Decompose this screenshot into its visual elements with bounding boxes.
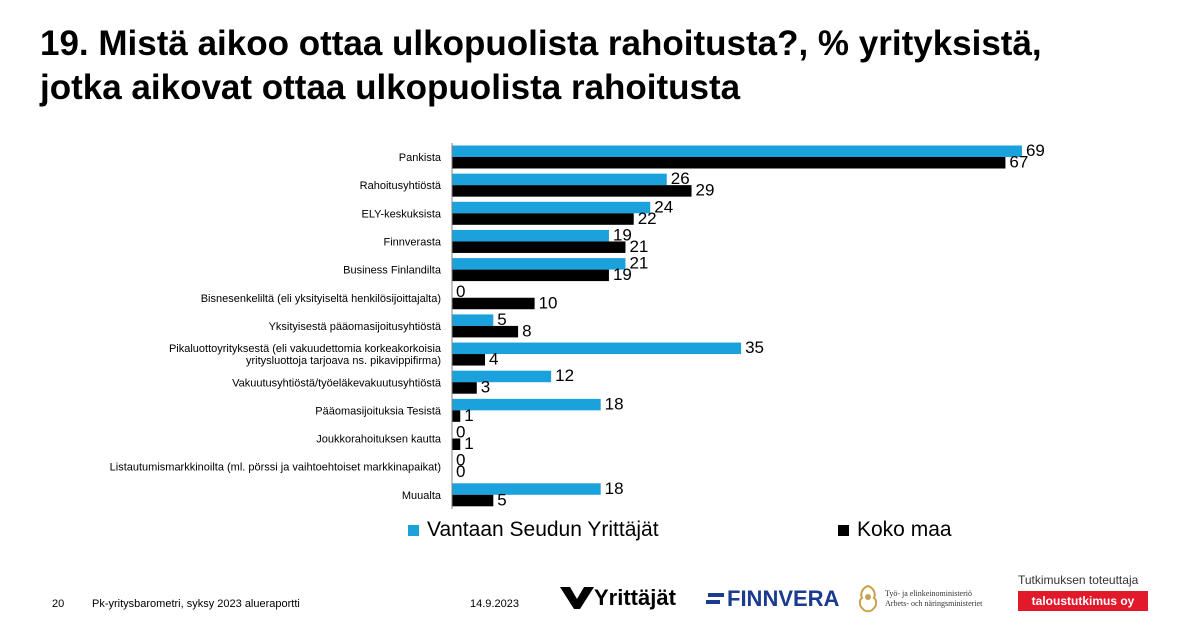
category-label: Rahoitusyhtiöstä — [360, 180, 442, 192]
category-label: Listautumismarkkinoilta (ml. pörssi ja v… — [110, 462, 441, 474]
data-label-series-2: 10 — [539, 293, 558, 312]
title-line-2: jotka aikovat ottaa ulkopuolista rahoitu… — [40, 68, 741, 107]
legend-item-series-2: Koko maa — [838, 518, 952, 542]
category-label: Pankista — [399, 152, 442, 164]
legend-label-series-1: Vantaan Seudun Yrittäjät — [427, 518, 659, 541]
category-label: Business Finlandilta — [343, 265, 442, 277]
data-label-series-1: 24 — [654, 197, 673, 216]
bar-series-1 — [452, 145, 1022, 157]
footer-report-name: Pk-yritysbarometri, syksy 2023 aluerapor… — [92, 598, 300, 610]
bar-series-1 — [452, 258, 626, 270]
data-label-series-2: 0 — [456, 462, 465, 481]
data-label-series-2: 4 — [489, 350, 498, 369]
data-label-series-1: 21 — [629, 254, 648, 273]
bar-series-2 — [452, 494, 494, 507]
data-label-series-1: 5 — [497, 310, 506, 329]
bar-series-2 — [452, 354, 486, 366]
bar-series-2 — [452, 185, 692, 197]
category-label: Joukkorahoituksen kautta — [316, 434, 442, 446]
bar-series-2 — [452, 269, 609, 282]
data-label-series-1: 26 — [671, 169, 690, 188]
bar-series-1 — [452, 483, 601, 495]
finnvera-mark-icon — [706, 593, 724, 604]
bar-series-1 — [452, 229, 609, 242]
data-label-series-2: 8 — [522, 321, 531, 340]
research-provider-caption: Tutkimuksen toteuttaja — [1018, 573, 1139, 587]
data-label-series-2: 21 — [629, 237, 648, 256]
data-label-series-2: 3 — [481, 378, 490, 397]
category-label: Pikaluottoyrityksestä (eli vakuudettomia… — [169, 343, 442, 355]
data-label-series-2: 5 — [497, 490, 506, 509]
footer-date: 14.9.2023 — [470, 598, 519, 610]
data-label-series-2: 29 — [696, 181, 715, 200]
bar-series-2 — [452, 157, 1006, 169]
legend-item-series-1: Vantaan Seudun Yrittäjät — [408, 518, 659, 542]
tem-logo: Työ- ja elinkeinoministeriö Arbets- och … — [856, 584, 982, 614]
category-label: Muualta — [402, 490, 442, 502]
data-label-series-1: 18 — [605, 394, 624, 413]
legend-label-series-2: Koko maa — [857, 518, 952, 541]
data-label-series-2: 22 — [638, 209, 657, 228]
data-label-series-2: 19 — [613, 265, 632, 284]
lion-emblem-icon — [858, 584, 878, 613]
category-label: Pääomasijoituksia Tesistä — [315, 405, 442, 417]
title-line-1: 19. Mistä aikoo ottaa ulkopuolista rahoi… — [40, 24, 1042, 63]
category-label: Bisnesenkeliltä (eli yksityiseltä henkil… — [201, 293, 441, 305]
data-label-series-1: 18 — [605, 479, 624, 498]
bar-series-2 — [452, 410, 461, 422]
taloustutkimus-logo: taloustutkimus oy — [1018, 591, 1148, 611]
data-label-series-2: 1 — [464, 434, 473, 453]
bar-series-2 — [452, 325, 519, 338]
bar-series-1 — [452, 398, 601, 411]
legend-swatch-series-1 — [408, 524, 419, 536]
bar-series-1 — [452, 201, 651, 214]
data-label-series-2: 67 — [1009, 153, 1028, 172]
yrittajat-logo: Yrittäjät — [560, 582, 676, 614]
footer-page-number: 20 — [52, 598, 65, 610]
page-title: 19. Mistä aikoo ottaa ulkopuolista rahoi… — [40, 22, 1160, 110]
bar-series-2 — [452, 438, 461, 450]
category-label: yritysluottoja tarjoava ns. pikavippifir… — [246, 355, 441, 367]
data-label-series-1: 0 — [456, 451, 465, 470]
bar-series-1 — [452, 173, 667, 186]
data-label-series-1: 69 — [1026, 141, 1045, 160]
category-label: Yksityisestä pääomasijoitusyhtiöstä — [269, 321, 442, 333]
data-label-series-2: 1 — [464, 406, 473, 425]
yrittajat-logo-text: Yrittäjät — [594, 585, 676, 610]
bar-series-1 — [452, 342, 742, 355]
bar-series-2 — [452, 241, 626, 253]
data-label-series-1: 0 — [456, 423, 465, 442]
bar-series-1 — [452, 314, 494, 326]
category-label: Vakuutusyhtiöstä/työeläkevakuutusyhtiöst… — [232, 377, 442, 389]
bar-series-2 — [452, 213, 634, 225]
tem-logo-line-1: Työ- ja elinkeinoministeriö — [885, 589, 972, 598]
data-label-series-1: 35 — [745, 338, 764, 357]
category-label: ELY-keskuksista — [362, 208, 442, 220]
bar-series-1 — [452, 370, 552, 383]
data-label-series-1: 12 — [555, 366, 574, 385]
bar-series-2 — [452, 382, 477, 394]
data-label-series-1: 0 — [456, 282, 465, 301]
legend-swatch-series-2 — [838, 524, 849, 536]
category-label: Finnverasta — [384, 237, 442, 249]
yrittajat-mark-icon — [560, 587, 594, 609]
data-label-series-1: 19 — [613, 225, 632, 244]
tem-logo-line-2: Arbets- och näringsministeriet — [885, 599, 983, 608]
finnvera-logo: FINNVERA — [706, 586, 839, 612]
bar-series-2 — [452, 297, 535, 310]
finnvera-logo-text: FINNVERA — [727, 586, 840, 611]
